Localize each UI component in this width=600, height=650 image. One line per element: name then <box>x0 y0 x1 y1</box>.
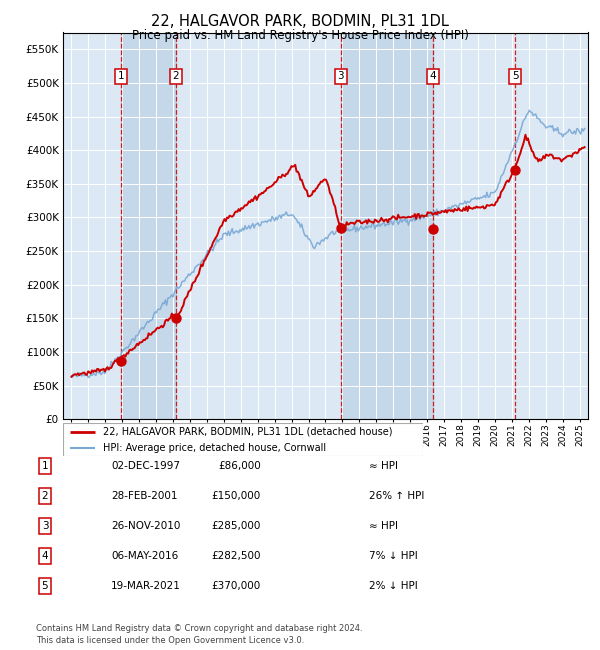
Text: 26-NOV-2010: 26-NOV-2010 <box>111 521 181 531</box>
Text: 3: 3 <box>41 521 49 531</box>
Text: 22, HALGAVOR PARK, BODMIN, PL31 1DL (detached house): 22, HALGAVOR PARK, BODMIN, PL31 1DL (det… <box>103 426 392 437</box>
Text: 5: 5 <box>512 72 518 81</box>
Bar <box>121 32 176 419</box>
Text: 5: 5 <box>41 580 49 591</box>
Text: HPI: Average price, detached house, Cornwall: HPI: Average price, detached house, Corn… <box>103 443 326 453</box>
Text: 02-DEC-1997: 02-DEC-1997 <box>111 461 180 471</box>
Text: Contains HM Land Registry data © Crown copyright and database right 2024.
This d: Contains HM Land Registry data © Crown c… <box>36 624 362 645</box>
Text: 22, HALGAVOR PARK, BODMIN, PL31 1DL: 22, HALGAVOR PARK, BODMIN, PL31 1DL <box>151 14 449 29</box>
Text: 1: 1 <box>41 461 49 471</box>
Text: 19-MAR-2021: 19-MAR-2021 <box>111 580 181 591</box>
Text: ≈ HPI: ≈ HPI <box>369 521 398 531</box>
Text: 4: 4 <box>41 551 49 561</box>
Text: 26% ↑ HPI: 26% ↑ HPI <box>369 491 424 501</box>
Text: 4: 4 <box>430 72 436 81</box>
Text: £285,000: £285,000 <box>212 521 261 531</box>
Text: 2% ↓ HPI: 2% ↓ HPI <box>369 580 418 591</box>
Text: 1: 1 <box>118 72 124 81</box>
Bar <box>341 32 433 419</box>
Text: 3: 3 <box>337 72 344 81</box>
Text: 28-FEB-2001: 28-FEB-2001 <box>111 491 178 501</box>
Text: £150,000: £150,000 <box>212 491 261 501</box>
Text: 06-MAY-2016: 06-MAY-2016 <box>111 551 178 561</box>
Text: ≈ HPI: ≈ HPI <box>369 461 398 471</box>
Text: £86,000: £86,000 <box>218 461 261 471</box>
Text: 7% ↓ HPI: 7% ↓ HPI <box>369 551 418 561</box>
Text: 2: 2 <box>173 72 179 81</box>
Text: £370,000: £370,000 <box>212 580 261 591</box>
Text: £282,500: £282,500 <box>212 551 261 561</box>
FancyBboxPatch shape <box>63 422 423 456</box>
Text: 2: 2 <box>41 491 49 501</box>
Text: Price paid vs. HM Land Registry's House Price Index (HPI): Price paid vs. HM Land Registry's House … <box>131 29 469 42</box>
